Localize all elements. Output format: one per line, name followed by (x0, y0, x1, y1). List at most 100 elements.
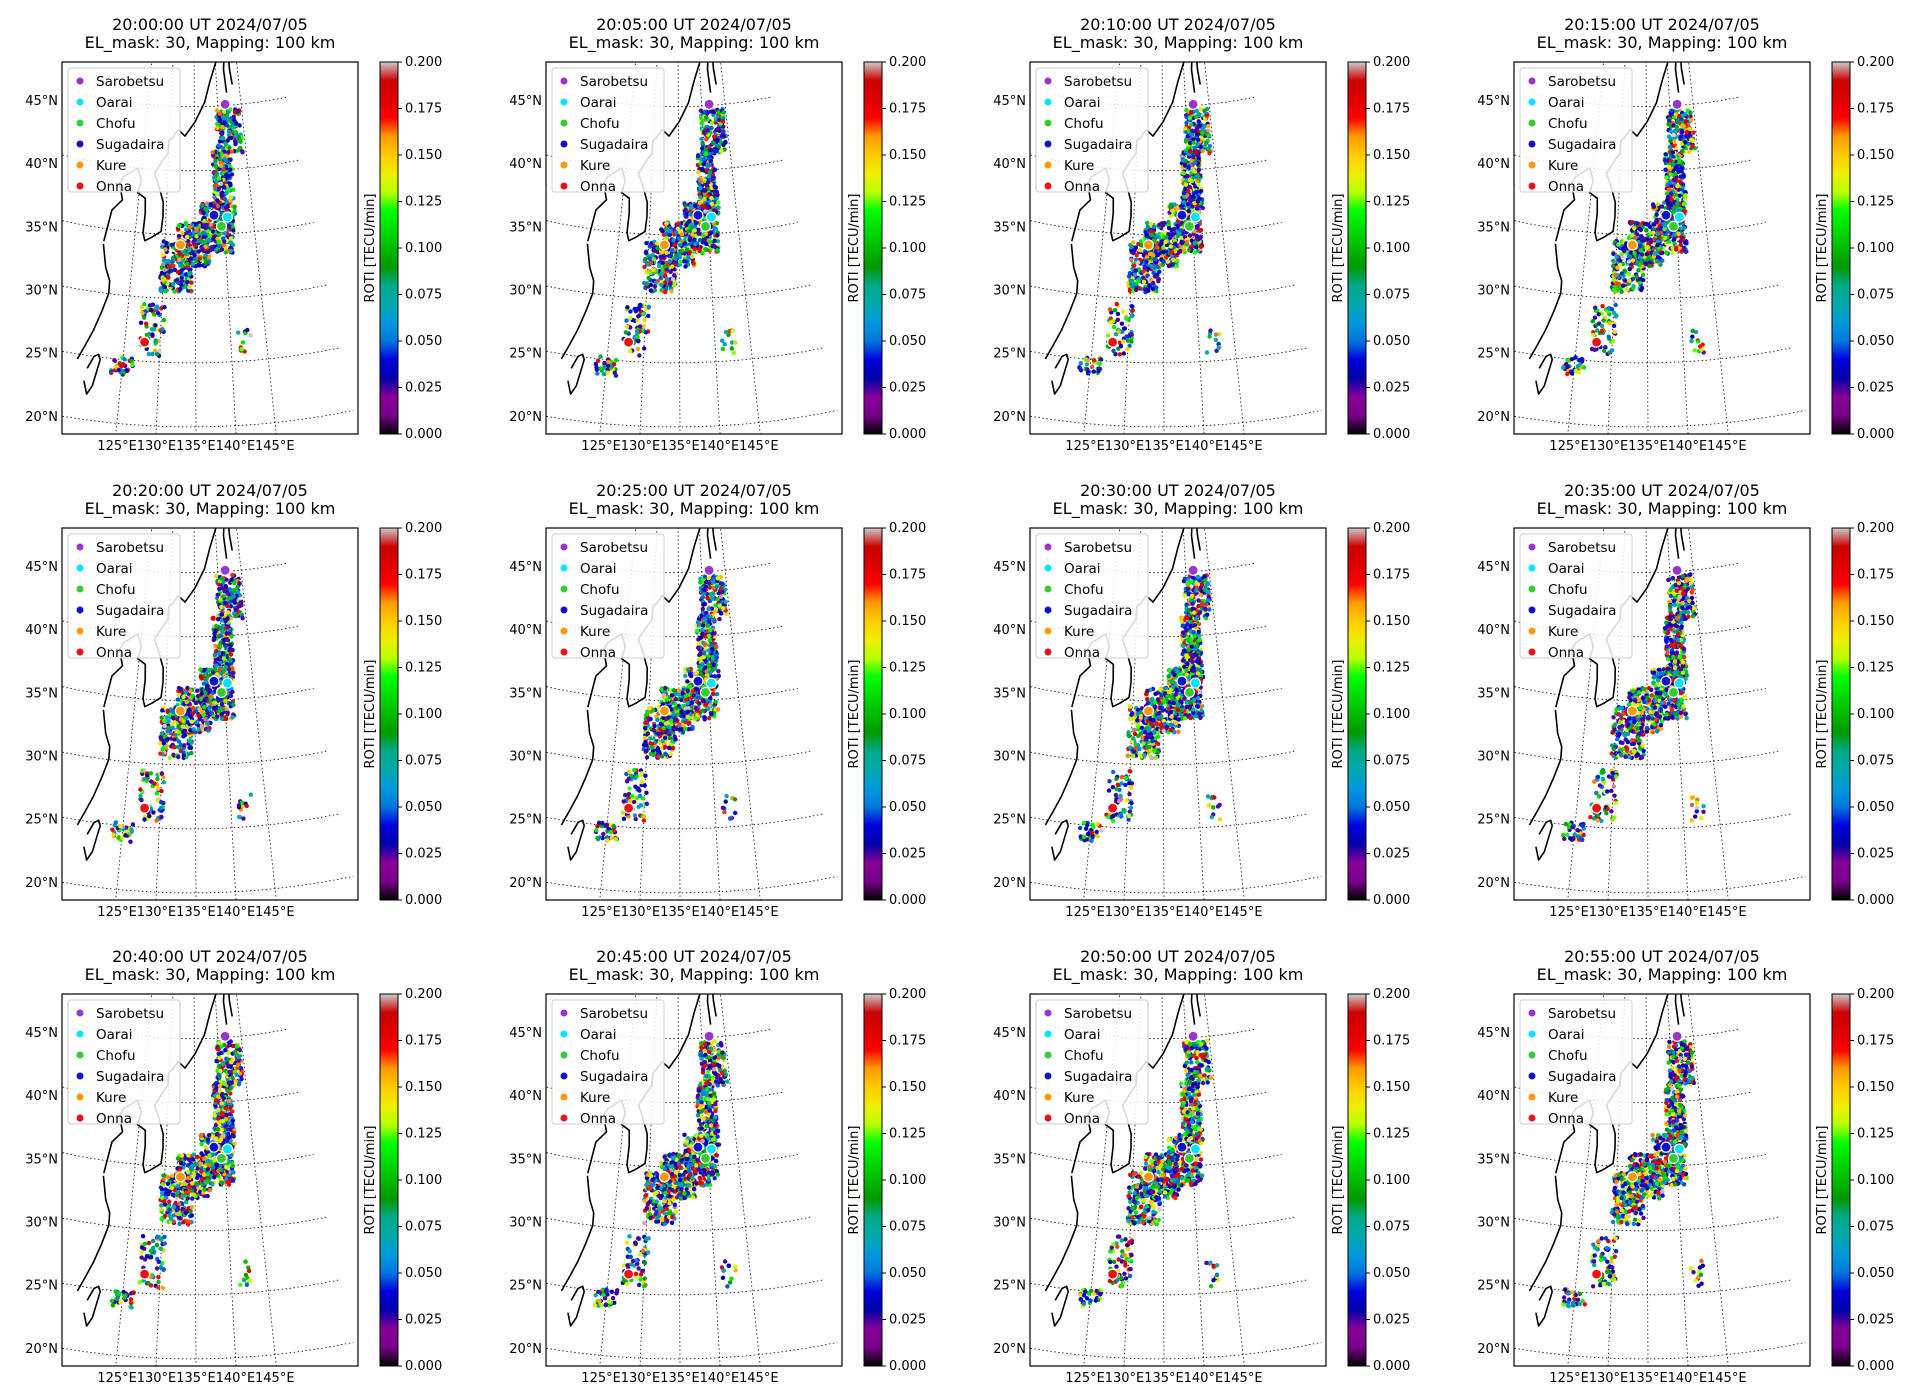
roti-point (1176, 234, 1180, 238)
legend-label: Oarai (1064, 95, 1100, 111)
roti-point (1689, 118, 1693, 122)
roti-point (153, 338, 157, 342)
roti-point (185, 235, 189, 239)
roti-point (179, 283, 183, 287)
roti-point (214, 165, 218, 169)
roti-point (195, 720, 199, 724)
colorbar-tick-label: 0.000 (1373, 427, 1410, 442)
roti-point (117, 368, 121, 372)
roti-point (203, 261, 207, 265)
roti-point (140, 311, 144, 315)
latitude-gridline (500, 341, 825, 363)
latitude-gridline (984, 341, 1309, 363)
coastline (561, 244, 593, 359)
legend-label: Chofu (96, 116, 136, 132)
roti-point (1178, 249, 1182, 253)
colorbar-tick-label: 0.100 (889, 241, 926, 256)
roti-point (677, 236, 681, 240)
colorbar-label: ROTI [TECU/min] (363, 194, 378, 303)
roti-point (171, 256, 175, 260)
roti-point (704, 137, 708, 141)
roti-point (150, 352, 154, 356)
roti-point (710, 244, 714, 248)
legend-marker (1045, 78, 1052, 85)
longitude-tick-label: 140°E (1184, 439, 1224, 454)
roti-point (198, 256, 202, 260)
roti-point (668, 259, 672, 263)
roti-point (1570, 357, 1574, 361)
roti-point (730, 346, 734, 350)
station-marker-sugadaira (209, 210, 219, 220)
roti-point (1130, 284, 1134, 288)
station-marker-kure (659, 240, 669, 250)
roti-point (646, 314, 650, 318)
colorbar-tick-label: 0.125 (1857, 195, 1894, 210)
roti-point (172, 289, 176, 293)
roti-point (1106, 333, 1110, 337)
roti-point (1663, 236, 1667, 240)
roti-point (1683, 240, 1687, 244)
longitude-tick-label: 125°E (97, 439, 137, 454)
roti-point (683, 241, 687, 245)
roti-point (194, 222, 198, 226)
roti-point (1683, 194, 1687, 198)
roti-point (732, 351, 736, 355)
colorbar-gradient (1832, 62, 1850, 434)
roti-point (163, 289, 167, 293)
roti-point (710, 121, 714, 125)
roti-point (232, 125, 236, 129)
roti-point (140, 305, 144, 309)
legend-label: Onna (580, 179, 616, 195)
roti-point (1621, 284, 1625, 288)
roti-point (655, 242, 659, 246)
colorbar-tick-label: 0.050 (405, 334, 442, 349)
roti-point (1162, 250, 1166, 254)
roti-point (1195, 225, 1199, 229)
roti-point (209, 223, 213, 227)
roti-point (1161, 259, 1165, 263)
roti-point (1664, 251, 1668, 255)
roti-point (1676, 232, 1680, 236)
roti-colorbar: 0.0000.0250.0500.0750.1000.1250.1500.175… (1815, 55, 1894, 442)
roti-point (644, 330, 648, 334)
roti-point (1164, 255, 1168, 259)
roti-point (1155, 245, 1159, 249)
roti-point (1666, 122, 1670, 126)
roti-point (1673, 167, 1677, 171)
roti-point (1675, 184, 1679, 188)
roti-point (214, 248, 218, 252)
roti-point (644, 251, 648, 255)
roti-point (703, 110, 707, 114)
roti-point (187, 285, 191, 289)
roti-point (1144, 260, 1148, 264)
roti-point (180, 279, 184, 283)
roti-point (1672, 233, 1676, 237)
roti-point (1612, 324, 1616, 328)
roti-point (1652, 251, 1656, 255)
roti-point (1166, 220, 1170, 224)
colorbar-tick-label: 0.000 (889, 427, 926, 442)
roti-point (217, 233, 221, 237)
latitude-tick-label: 40°N (25, 157, 58, 172)
roti-point (1667, 240, 1671, 244)
station-marker-sarobetsu (220, 99, 230, 109)
roti-point (165, 729, 169, 733)
roti-point (711, 110, 715, 114)
roti-point (649, 261, 653, 265)
roti-point (699, 121, 703, 125)
roti-point (1636, 268, 1640, 272)
legend-label: Chofu (580, 116, 620, 132)
roti-point (1684, 119, 1688, 123)
roti-point (1665, 199, 1669, 203)
roti-point (665, 277, 669, 281)
roti-point (721, 347, 725, 351)
roti-point (1680, 129, 1684, 133)
roti-point (671, 238, 675, 242)
roti-point (1185, 240, 1189, 244)
roti-point (1672, 133, 1676, 137)
roti-point (1669, 191, 1673, 195)
roti-point (185, 262, 189, 266)
roti-point (1577, 358, 1581, 362)
roti-point (1611, 264, 1615, 268)
roti-point (200, 239, 204, 243)
